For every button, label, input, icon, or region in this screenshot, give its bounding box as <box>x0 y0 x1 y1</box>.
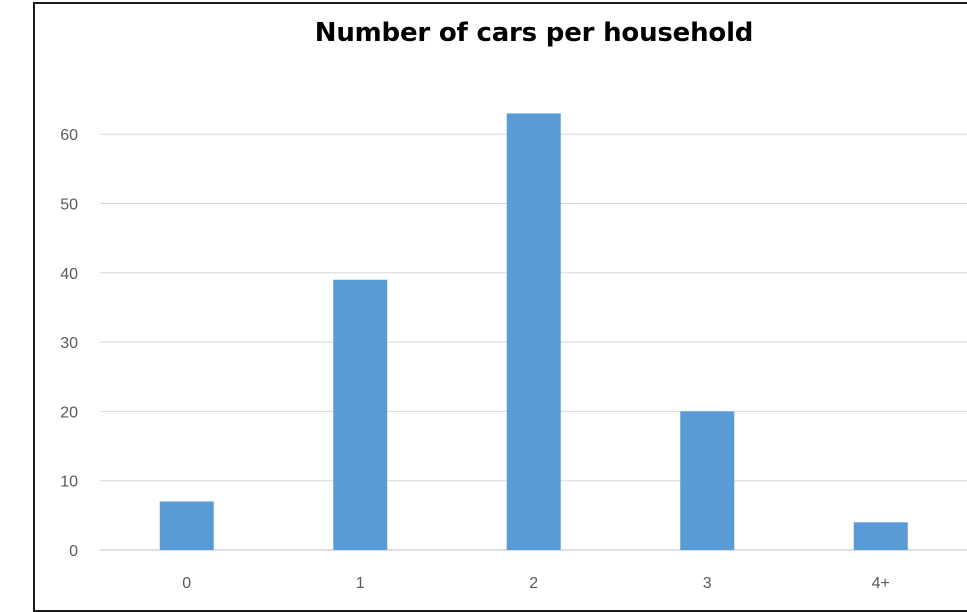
y-tick-label: 30 <box>60 335 78 352</box>
bars <box>159 113 908 550</box>
y-tick-label: 10 <box>60 474 78 491</box>
bar-4+ <box>853 522 908 550</box>
y-tick-label: 60 <box>60 127 78 144</box>
x-tick-label: 2 <box>529 575 538 592</box>
bar-0 <box>159 501 214 550</box>
bar-2 <box>506 113 561 550</box>
x-tick-label: 3 <box>703 575 712 592</box>
y-tick-label: 40 <box>60 266 78 283</box>
bar-3 <box>680 411 735 550</box>
x-tick-label: 4+ <box>872 575 890 592</box>
x-tick-label: 1 <box>356 575 365 592</box>
chart-title: Number of cars per household <box>314 18 754 48</box>
bar-1 <box>333 279 388 550</box>
y-axis-ticks: 0 10 20 30 40 50 60 <box>60 127 78 560</box>
x-axis-ticks: 0 1 2 3 4+ <box>182 575 890 592</box>
x-tick-label: 0 <box>182 575 191 592</box>
y-tick-label: 20 <box>60 404 78 421</box>
y-tick-label: 50 <box>60 197 78 214</box>
y-tick-label: 0 <box>69 543 78 560</box>
